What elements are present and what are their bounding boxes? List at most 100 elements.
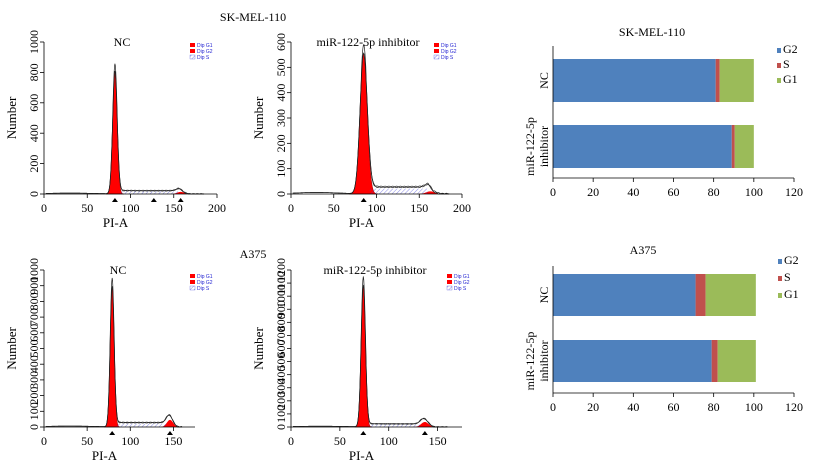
x-tick-label: 80 xyxy=(708,400,720,414)
s-phase-hatch xyxy=(368,424,421,427)
bar-s xyxy=(731,125,735,168)
x-axis-label: PI-A xyxy=(349,215,375,230)
x-tick-label: 100 xyxy=(745,400,763,414)
y-tick-label: 0 xyxy=(274,191,288,197)
gate-marker xyxy=(360,431,367,435)
y-tick-label: 700 xyxy=(27,308,41,326)
x-tick-label: 0 xyxy=(41,434,47,448)
x-tick-label: 50 xyxy=(334,434,346,448)
legend-label: Dip G1 xyxy=(197,43,213,49)
y-tick-label: 500 xyxy=(274,58,288,76)
x-tick-label: 150 xyxy=(164,434,182,448)
x-tick-label: 20 xyxy=(587,185,599,199)
histogram-outline xyxy=(292,52,450,195)
category-label: miR-122-5pinhibitor xyxy=(523,117,551,176)
s-phase-hatch xyxy=(118,191,179,194)
y-tick-label: 800 xyxy=(274,313,288,331)
y-tick-label: 300 xyxy=(274,109,288,127)
bar-g2 xyxy=(553,274,696,316)
legend-swatch xyxy=(189,54,196,60)
y-tick-label: 0 xyxy=(27,191,41,197)
gate-marker xyxy=(111,198,118,202)
legend-swatch xyxy=(190,280,195,284)
bar-g1 xyxy=(705,274,756,316)
category-label-line: inhibitor xyxy=(537,340,551,381)
x-tick-label: 100 xyxy=(380,434,398,448)
category-label-line: miR-122-5p xyxy=(523,332,537,391)
x-tick-label: 200 xyxy=(208,201,226,215)
gate-marker xyxy=(109,431,116,435)
y-tick-label: 100 xyxy=(274,160,288,178)
legend-label: S xyxy=(784,270,791,284)
g1-peak-fill xyxy=(104,286,121,428)
legend-label: Dip G1 xyxy=(197,274,213,280)
gate-marker xyxy=(421,431,428,435)
legend-swatch xyxy=(447,280,452,284)
bar-g2 xyxy=(553,59,716,102)
x-tick-label: 150 xyxy=(410,201,428,215)
histogram-sk-nc: 0 50 100 150 200 0 200 400 600 800 1000 PI-A Number N… xyxy=(4,30,226,230)
y-tick-label: 600 xyxy=(27,94,41,112)
y-tick-label: 800 xyxy=(27,63,41,81)
y-tick-label: 200 xyxy=(27,155,41,173)
y-tick-label: 400 xyxy=(274,84,288,102)
y-tick-label: 400 xyxy=(27,124,41,142)
histogram-outline xyxy=(292,276,448,428)
legend-swatch xyxy=(434,49,439,53)
y-tick-label: 900 xyxy=(274,300,288,318)
category-label: NC xyxy=(537,287,551,304)
legend-label: Dip S xyxy=(454,286,467,292)
y-axis-label: Number xyxy=(251,96,266,139)
legend-swatch xyxy=(777,63,781,68)
y-tick-label: 600 xyxy=(27,324,41,342)
y-tick-label: 1200 xyxy=(274,258,288,282)
legend-label: G1 xyxy=(783,72,798,86)
y-tick-label: 0 xyxy=(27,424,41,430)
gate-marker xyxy=(166,431,173,435)
histogram-title: NC xyxy=(114,35,131,49)
y-tick-label: 1100 xyxy=(274,271,288,295)
legend-swatch xyxy=(778,276,782,281)
histogram-outline xyxy=(45,277,183,428)
histogram-title: miR-122-5p inhibitor xyxy=(317,35,420,49)
category-label: NC xyxy=(537,72,551,89)
category-label-line: miR-122-5p xyxy=(523,117,537,176)
legend-label: G1 xyxy=(784,287,799,301)
x-tick-label: 40 xyxy=(627,400,639,414)
x-tick-label: 150 xyxy=(165,201,183,215)
figure-title-sk-mel-110: SK-MEL-110 xyxy=(220,10,286,24)
y-tick-label: 1000 xyxy=(274,284,288,308)
x-tick-label: 20 xyxy=(587,400,599,414)
x-tick-label: 60 xyxy=(668,400,680,414)
histogram-title: miR-122-5p inhibitor xyxy=(324,263,427,277)
x-tick-label: 0 xyxy=(288,434,294,448)
y-tick-label: 800 xyxy=(27,292,41,310)
s-phase-hatch xyxy=(116,423,167,427)
x-tick-label: 100 xyxy=(368,201,386,215)
x-tick-label: 50 xyxy=(328,201,340,215)
gate-marker xyxy=(360,198,367,202)
legend-label: Dip S xyxy=(197,286,210,292)
bar-chart-title: SK-MEL-110 xyxy=(619,25,685,39)
y-tick-label: 500 xyxy=(27,340,41,358)
bar-g1 xyxy=(717,340,756,382)
histogram-sk-inh: 0 50 100 150 200 0 100 200 300 400 500 600 PI-A Numbe… xyxy=(251,33,471,230)
legend-swatch xyxy=(190,274,195,278)
legend-label: Dip G2 xyxy=(197,280,213,286)
bar-s xyxy=(695,274,706,316)
y-tick-label: 300 xyxy=(274,379,288,397)
x-tick-label: 60 xyxy=(668,185,680,199)
y-axis-label: Number xyxy=(251,327,266,370)
y-axis-label: Number xyxy=(4,327,19,370)
stacked-bar-a375-bar: 0 20 40 60 80 100 120 A375 NC miR-122-5pinhibitor… xyxy=(523,243,803,414)
legend-swatch xyxy=(190,49,195,53)
bar-s xyxy=(711,340,718,382)
y-tick-label: 700 xyxy=(274,326,288,344)
x-tick-label: 50 xyxy=(81,434,93,448)
x-tick-label: 0 xyxy=(550,400,556,414)
y-tick-label: 0 xyxy=(274,424,288,430)
legend-swatch xyxy=(777,78,781,83)
y-tick-label: 100 xyxy=(27,402,41,420)
